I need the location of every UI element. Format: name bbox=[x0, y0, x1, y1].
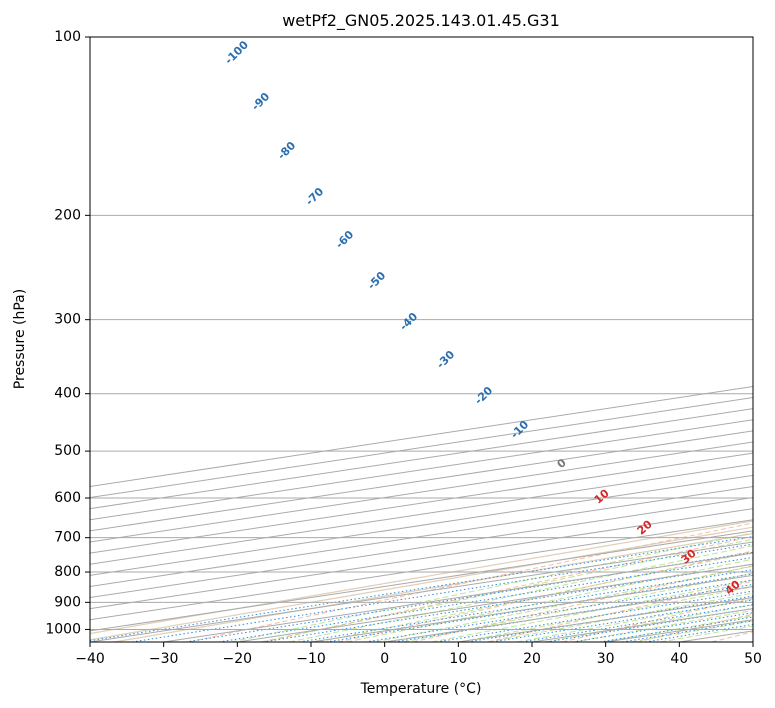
y-tick-label: 800 bbox=[54, 564, 81, 580]
x-tick-label: 30 bbox=[597, 651, 615, 667]
y-tick-label: 500 bbox=[54, 443, 81, 459]
plot-frame bbox=[89, 36, 754, 643]
moist-adiabat bbox=[516, 598, 753, 642]
isotherm-line bbox=[752, 641, 753, 642]
x-tick-label: 0 bbox=[380, 651, 389, 667]
isotherm-line bbox=[90, 508, 753, 610]
mixing-ratio-line bbox=[365, 579, 753, 642]
moist-adiabat bbox=[289, 545, 753, 642]
cold-curve bbox=[90, 520, 753, 635]
x-tick-label: 20 bbox=[523, 651, 541, 667]
chart-title: wetPf2_GN05.2025.143.01.45.G31 bbox=[282, 11, 560, 31]
isotherm-line bbox=[90, 519, 753, 621]
x-tick-label: −30 bbox=[149, 651, 179, 667]
y-axis-label: Pressure (hPa) bbox=[12, 289, 28, 389]
cold-curve bbox=[113, 532, 753, 642]
isotherm-line bbox=[90, 441, 753, 543]
y-tick-label: 100 bbox=[54, 29, 81, 45]
isotherm-line bbox=[90, 463, 753, 565]
x-tick-label: 50 bbox=[744, 651, 762, 667]
y-tick-label: 1000 bbox=[45, 621, 81, 637]
y-tick-label: 200 bbox=[54, 207, 81, 223]
isotherm-line bbox=[90, 452, 753, 554]
isotherm-line bbox=[90, 485, 753, 587]
cold-curve bbox=[90, 526, 753, 641]
mixing-ratio-line bbox=[326, 573, 753, 642]
moist-adiabat bbox=[317, 551, 753, 642]
x-tick-label: −40 bbox=[75, 651, 105, 667]
y-tick-label: 700 bbox=[54, 530, 81, 546]
mixing-ratio-line bbox=[299, 569, 753, 642]
plot-background bbox=[90, 37, 753, 642]
moist-adiabat bbox=[459, 586, 753, 642]
x-tick-label: 40 bbox=[670, 651, 688, 667]
dry-adiabat bbox=[487, 580, 753, 642]
y-tick-label: 600 bbox=[54, 490, 81, 506]
isotherm-line bbox=[90, 474, 753, 576]
moist-adiabat bbox=[346, 558, 753, 642]
moist-adiabat bbox=[403, 572, 753, 642]
y-tick-label: 900 bbox=[54, 594, 81, 610]
y-tick-label: 300 bbox=[54, 312, 81, 328]
isotherm-line bbox=[90, 497, 753, 599]
x-axis-label: Temperature (°C) bbox=[360, 681, 482, 697]
dry-adiabat bbox=[188, 522, 753, 642]
y-tick-label: 400 bbox=[54, 386, 81, 402]
isotherm-line bbox=[90, 530, 753, 632]
x-tick-label: −10 bbox=[296, 651, 326, 667]
x-tick-label: 10 bbox=[449, 651, 467, 667]
x-tick-label: −20 bbox=[223, 651, 253, 667]
dry-adiabat bbox=[338, 550, 753, 642]
